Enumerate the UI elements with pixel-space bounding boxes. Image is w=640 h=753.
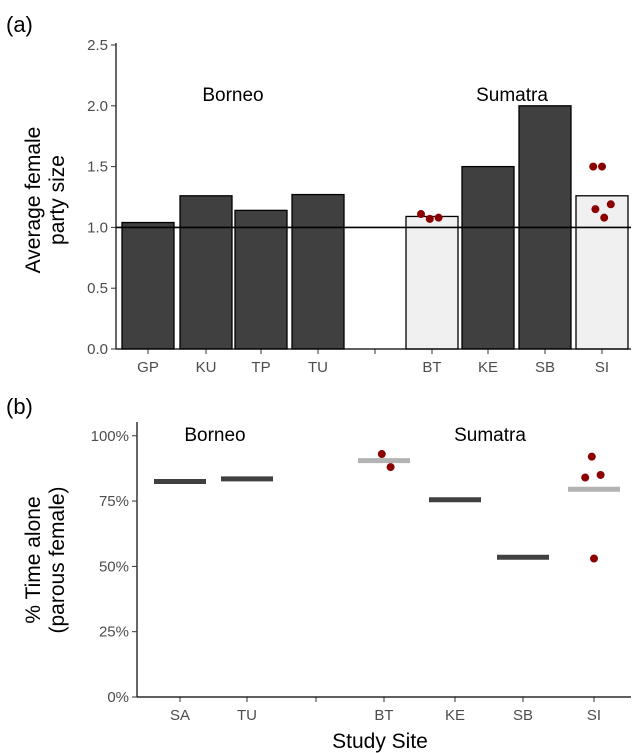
point-si [589, 162, 598, 171]
point-si [598, 162, 606, 171]
panel-b-group-sumatra: Sumatra [454, 425, 526, 446]
y-tick-label: 0% [107, 689, 129, 706]
point-si [591, 205, 600, 214]
x-tick-label-ku: KU [196, 359, 217, 376]
panel-a-ylabel-line2: party size [46, 155, 69, 245]
x-tick-label-sb: SB [513, 707, 533, 724]
point-bt [425, 214, 434, 223]
bar-gp [121, 221, 175, 350]
point-si [587, 452, 596, 461]
y-tick-label: 0.0 [87, 341, 108, 358]
panel-b-xlabel: Study Site [332, 730, 428, 753]
x-tick-label-bt: BT [422, 359, 441, 376]
x-tick-label-sb: SB [535, 359, 555, 376]
panel-b-label: (b) [6, 394, 33, 419]
point-si [606, 200, 615, 209]
panel-a-group-sumatra: Sumatra [476, 85, 548, 106]
x-tick-label-tu: TU [308, 359, 328, 376]
panel-a-plot: GP KU TP TU BT KE SB SI 0.0 0.5 1.0 1.5 2.0 2.5 [87, 37, 631, 376]
y-tick-label: 100% [91, 428, 129, 445]
bar-si [575, 195, 629, 350]
y-tick-label: 0.5 [87, 280, 108, 297]
point-bt [386, 463, 395, 472]
y-tick-label: 2.5 [87, 37, 108, 54]
x-tick-label-si: SI [595, 359, 609, 376]
bar-bt [405, 215, 459, 350]
point-bt [417, 210, 425, 219]
panel-a-label: (a) [6, 12, 33, 37]
y-tick-label: 2.0 [87, 98, 108, 115]
panel-b-ylabel-line2: (parous female) [46, 486, 69, 633]
x-tick-label-gp: GP [137, 359, 159, 376]
x-tick-label-si: SI [587, 707, 601, 724]
x-tick-label-tu: TU [237, 707, 257, 724]
x-tick-label-bt: BT [374, 707, 393, 724]
bar-tp [234, 209, 288, 350]
y-tick-label: 75% [99, 493, 129, 510]
point-bt [377, 450, 386, 459]
panel-a-ylabel-line1: Average female [22, 127, 45, 274]
bar-ke [461, 165, 515, 350]
y-tick-label: 1.0 [87, 219, 108, 236]
panel-b-plot: SA TU BT KE SB SI 0% 25% 50% 75% 100% [91, 422, 631, 724]
y-tick-label: 25% [99, 624, 129, 641]
panel-b-ylabel-line1: % Time alone [22, 496, 45, 623]
point-si [596, 470, 605, 479]
x-tick-label-tp: TP [251, 359, 270, 376]
x-tick-label-sa: SA [170, 707, 190, 724]
panel-a-group-borneo: Borneo [202, 85, 263, 106]
y-tick-label: 1.5 [87, 159, 108, 176]
point-si [590, 554, 598, 563]
y-tick-label: 50% [99, 558, 129, 575]
point-si [581, 473, 590, 482]
bar-tu [291, 193, 345, 350]
x-tick-label-ke: KE [478, 359, 498, 376]
x-tick-label-ke: KE [445, 707, 465, 724]
point-si [600, 213, 609, 222]
panel-b-group-borneo: Borneo [184, 425, 245, 446]
point-bt [434, 213, 443, 222]
bar-ku [179, 195, 233, 350]
